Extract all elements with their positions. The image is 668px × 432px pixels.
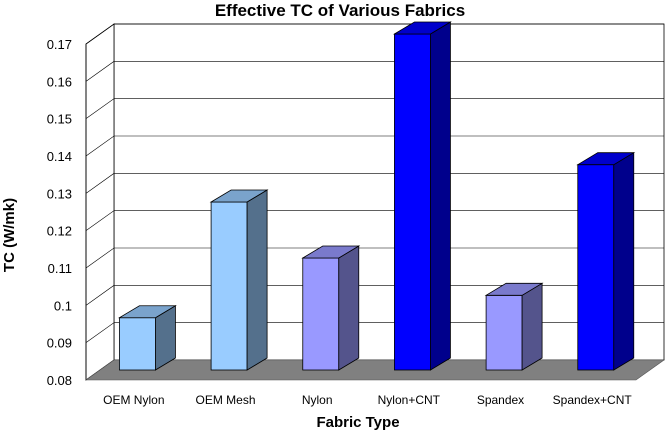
x-tick-label: OEM Mesh [195, 393, 255, 407]
x-axis-title: Fabric Type [316, 414, 399, 431]
gridline [85, 135, 664, 157]
bars [117, 21, 636, 371]
bar-side [430, 21, 451, 371]
bar [484, 282, 544, 371]
x-tick-label: Nylon [302, 393, 333, 407]
bar [301, 245, 361, 371]
chart-title: Effective TC of Various Fabrics [215, 1, 465, 20]
bar-top [484, 282, 544, 296]
bar-front [119, 317, 156, 371]
gridline [85, 23, 664, 45]
bar-front [302, 257, 340, 371]
x-tick-labels: OEM Nylon OEM Mesh Nylon Nylon+CNT Spandex Sp… [103, 393, 632, 407]
gridline [85, 285, 664, 306]
x-tick-label: OEM Nylon [103, 393, 164, 407]
y-tick-labels: 0.08 0.09 0.1 0.11 0.12 0.13 0.14 0.15 0.16 0.17 [47, 37, 72, 388]
bar [392, 21, 452, 371]
bar-top [209, 189, 269, 203]
bar-top [117, 305, 177, 319]
y-tick-label: 0.09 [47, 336, 72, 351]
gridline [85, 173, 664, 194]
bar-front [485, 294, 523, 371]
gridline [85, 210, 664, 231]
y-tick-label: 0.14 [47, 149, 72, 164]
y-axis-title: TC (W/mk) [1, 198, 18, 272]
y-tick-label: 0.12 [47, 224, 72, 239]
y-tick-label: 0.13 [47, 186, 72, 201]
bar-side [246, 189, 268, 371]
y-tick-label: 0.17 [47, 37, 72, 52]
bar [576, 151, 636, 371]
y-tick-label: 0.11 [48, 261, 72, 276]
floor [85, 359, 665, 381]
bar-side [338, 245, 360, 371]
side-wall [85, 23, 115, 381]
y-tick-label: 0.1 [54, 298, 72, 313]
bar-top [301, 245, 361, 259]
y-tick-label: 0.08 [47, 373, 72, 388]
bar [209, 189, 269, 371]
bar-front [210, 201, 248, 371]
back-wall [113, 23, 665, 361]
bar-side [521, 282, 543, 371]
gridlines [85, 23, 664, 380]
bar-front [577, 164, 615, 371]
x-tick-label: Spandex+CNT [553, 393, 633, 407]
bar-front [394, 33, 431, 371]
chart-background [85, 23, 665, 381]
x-tick-label: Spandex [477, 393, 524, 407]
chart-floor [85, 359, 665, 381]
gridline [85, 98, 664, 119]
bar [117, 305, 177, 371]
gridline [85, 61, 664, 82]
bar-top [392, 21, 452, 35]
bar-side [613, 151, 635, 371]
y-tick-label: 0.15 [47, 112, 72, 127]
gridline [85, 247, 664, 269]
x-tick-label: Nylon+CNT [378, 393, 441, 407]
y-tick-label: 0.16 [47, 74, 72, 89]
bar-top [576, 152, 636, 166]
gridline [85, 322, 664, 343]
